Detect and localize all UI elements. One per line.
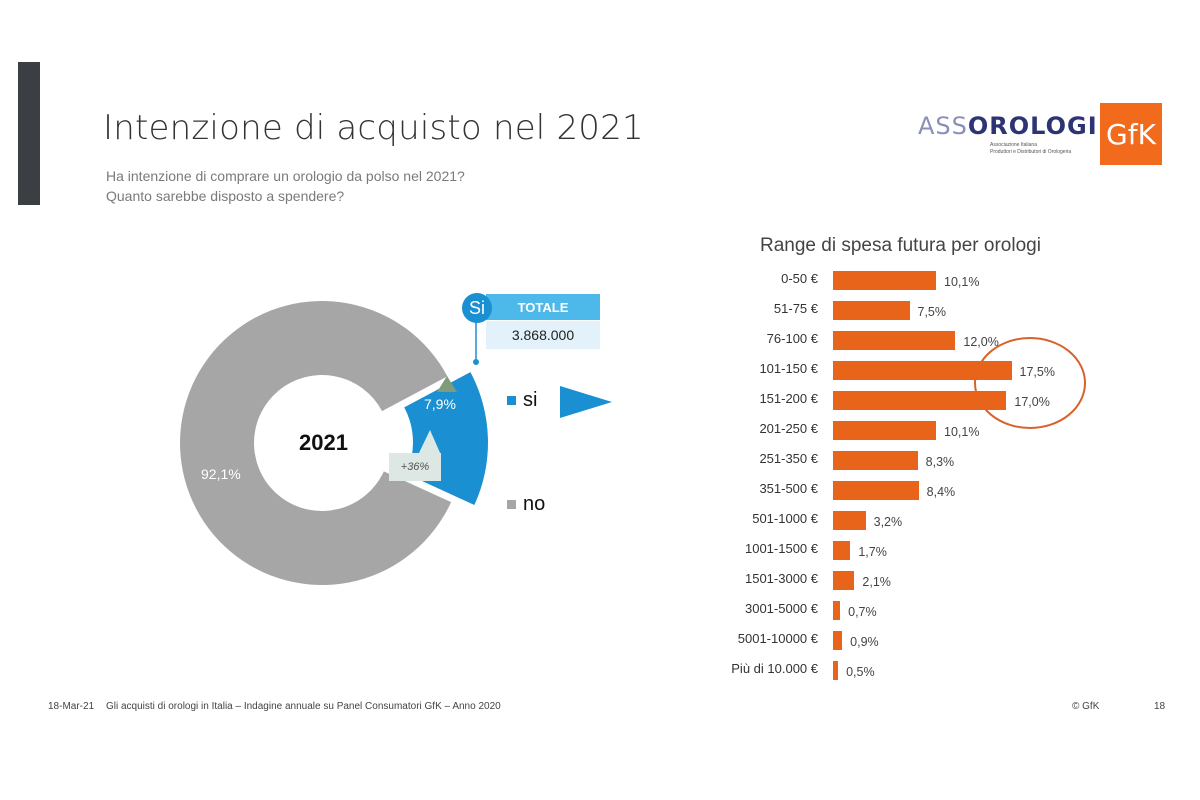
bar-value-label: 10,1% bbox=[944, 425, 980, 439]
bar-value-label: 7,5% bbox=[917, 305, 947, 319]
bar-value-label: 3,2% bbox=[873, 515, 903, 529]
bar bbox=[833, 451, 918, 470]
totale-header: TOTALE bbox=[486, 294, 600, 320]
bar bbox=[833, 631, 843, 650]
bar-category-label: 51-75 € bbox=[773, 301, 818, 316]
legend-si-label: si bbox=[523, 389, 538, 411]
si-value-label: 7,9% bbox=[424, 396, 456, 412]
footer-page-number: 18 bbox=[1154, 701, 1166, 712]
bar-category-label: 151-200 € bbox=[759, 391, 818, 406]
bar bbox=[833, 661, 839, 680]
si-circle-badge: Si bbox=[462, 293, 492, 323]
assorologi-prefix: ASS bbox=[918, 112, 968, 140]
legend-no-swatch bbox=[507, 500, 516, 509]
bar-category-label: 351-500 € bbox=[759, 481, 818, 496]
question-1: Ha intenzione di comprare un orologio da… bbox=[106, 168, 465, 184]
bar-category-label: 0-50 € bbox=[781, 271, 818, 286]
bar bbox=[833, 301, 910, 320]
bar-category-label: 76-100 € bbox=[766, 331, 818, 346]
totale-value: 3.868.000 bbox=[486, 321, 600, 349]
bar-category-label: 101-150 € bbox=[759, 361, 818, 376]
donut-slice-no bbox=[180, 301, 452, 585]
page-title: Intenzione di acquisto nel 2021 bbox=[103, 108, 644, 148]
bar-category-label: 251-350 € bbox=[759, 451, 818, 466]
bar-category-label: 3001-5000 € bbox=[744, 601, 818, 616]
arrow-right-icon bbox=[560, 386, 612, 418]
bar-value-label: 8,3% bbox=[925, 455, 955, 469]
bar bbox=[833, 361, 1012, 380]
bar-category-label: 201-250 € bbox=[759, 421, 818, 436]
assorologi-logo: ASSOROLOGI Associazione Italiana Produtt… bbox=[918, 112, 1098, 162]
footer-date: 18-Mar-21 bbox=[48, 701, 95, 712]
bar-value-label: 12,0% bbox=[963, 335, 999, 349]
assorologi-main: OROLOGI bbox=[967, 112, 1098, 140]
bar bbox=[833, 511, 866, 530]
bar bbox=[833, 391, 1007, 410]
bar bbox=[833, 421, 937, 440]
bar-value-label: 1,7% bbox=[858, 545, 887, 559]
footer-copyright: © GfK bbox=[1072, 701, 1100, 712]
bar-chart-title: Range di spesa futura per orologi bbox=[760, 235, 1041, 256]
bar bbox=[833, 541, 851, 560]
bar-value-label: 0,9% bbox=[850, 635, 879, 649]
growth-pointer bbox=[418, 430, 441, 455]
bar-category-label: 5001-10000 € bbox=[737, 631, 818, 646]
question-2: Quanto sarebbe disposto a spendere? bbox=[106, 188, 345, 204]
bar bbox=[833, 571, 855, 590]
bar-category-label: Più di 10.000 € bbox=[731, 661, 818, 676]
gfk-logo: GfK bbox=[1100, 103, 1162, 165]
bar-value-label: 0,7% bbox=[848, 605, 877, 619]
growth-badge: +36% bbox=[389, 453, 441, 481]
donut-center-label: 2021 bbox=[299, 430, 348, 455]
bar-value-label: 8,4% bbox=[926, 485, 956, 499]
bar bbox=[833, 271, 937, 290]
bar-category-label: 1001-1500 € bbox=[744, 541, 818, 556]
bar bbox=[833, 601, 841, 620]
assorologi-sub-1: Associazione Italiana bbox=[990, 142, 1037, 148]
no-value-label: 92,1% bbox=[201, 466, 241, 482]
assorologi-sub-2: Produttori e Distributori di Orologeria bbox=[990, 149, 1072, 155]
bar-value-label: 0,5% bbox=[846, 665, 875, 679]
bar-category-label: 501-1000 € bbox=[752, 511, 818, 526]
bar-category-label: 1501-3000 € bbox=[744, 571, 818, 586]
footer-source: Gli acquisti di orologi in Italia – Inda… bbox=[106, 701, 501, 712]
bar bbox=[833, 481, 919, 500]
bar-value-label: 17,5% bbox=[1019, 365, 1055, 379]
bar-value-label: 17,0% bbox=[1014, 395, 1050, 409]
up-arrow-icon bbox=[437, 376, 457, 392]
legend-no-label: no bbox=[523, 493, 546, 515]
legend-si-swatch bbox=[507, 396, 516, 405]
accent-bar bbox=[18, 62, 40, 205]
bar bbox=[833, 331, 956, 350]
bar-value-label: 10,1% bbox=[944, 275, 980, 289]
bar-value-label: 2,1% bbox=[862, 575, 891, 589]
highlight-ellipse bbox=[974, 337, 1086, 429]
